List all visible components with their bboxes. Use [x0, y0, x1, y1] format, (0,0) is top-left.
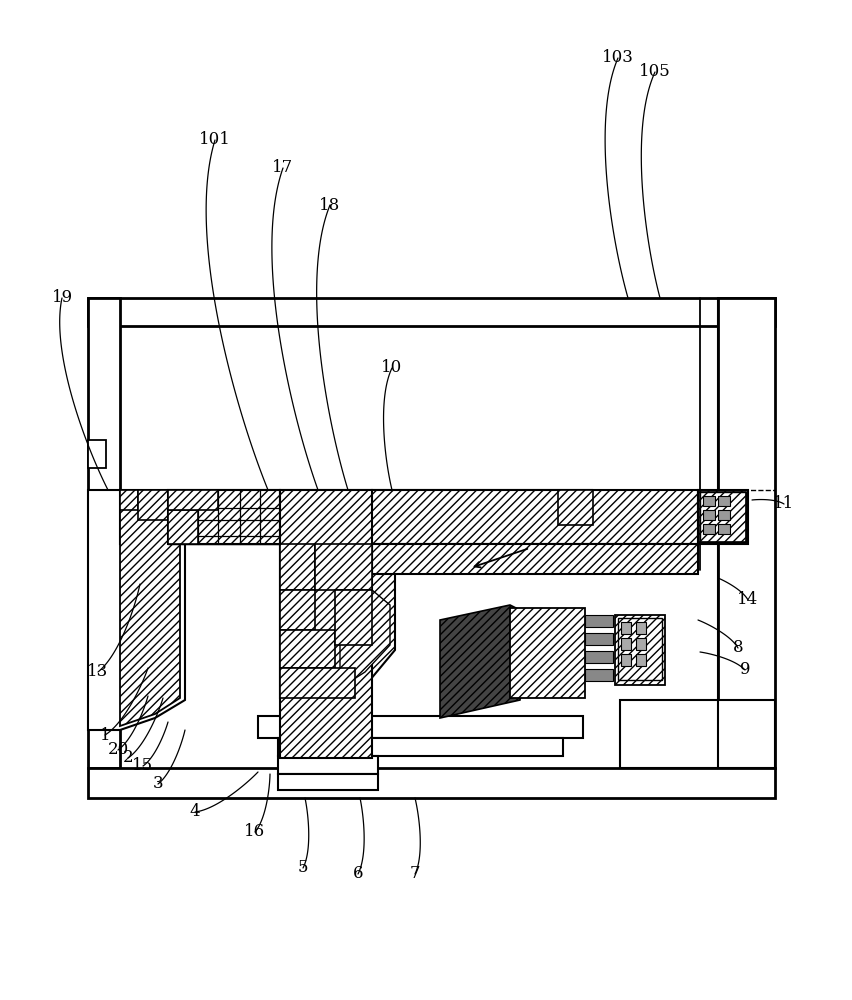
Bar — [620, 700, 775, 768]
Bar — [621, 654, 631, 666]
Bar — [278, 756, 378, 774]
Text: 14: 14 — [737, 591, 758, 608]
Bar — [718, 298, 775, 768]
Polygon shape — [440, 605, 530, 718]
Bar — [280, 490, 372, 758]
Bar — [168, 490, 280, 544]
Bar — [585, 669, 613, 681]
Text: 15: 15 — [132, 758, 153, 774]
Text: 101: 101 — [199, 131, 231, 148]
Bar — [718, 510, 730, 520]
Bar — [280, 630, 335, 668]
Bar — [703, 510, 715, 520]
Text: 5: 5 — [297, 859, 308, 876]
Text: 105: 105 — [639, 64, 671, 81]
Bar — [636, 654, 646, 666]
Bar — [280, 668, 355, 698]
Bar — [335, 590, 372, 645]
Polygon shape — [280, 544, 395, 700]
Text: 10: 10 — [382, 360, 403, 376]
Text: 19: 19 — [51, 290, 72, 306]
Bar — [280, 590, 315, 630]
Bar — [280, 544, 315, 590]
Bar — [703, 524, 715, 534]
Bar — [258, 716, 583, 738]
Text: 17: 17 — [273, 159, 294, 176]
Bar — [718, 524, 730, 534]
Bar — [618, 618, 662, 680]
Bar — [558, 490, 593, 525]
Bar — [88, 298, 120, 768]
Bar — [120, 490, 698, 544]
Polygon shape — [120, 490, 180, 726]
Bar — [621, 638, 631, 650]
Text: 2: 2 — [123, 750, 133, 766]
Bar — [510, 608, 585, 698]
Bar — [621, 622, 631, 634]
Text: 18: 18 — [320, 196, 341, 214]
Bar — [120, 490, 138, 510]
Text: 13: 13 — [88, 664, 108, 680]
Polygon shape — [340, 590, 390, 688]
Text: 103: 103 — [602, 49, 634, 66]
Bar — [585, 633, 613, 645]
Text: 16: 16 — [245, 824, 266, 840]
Bar — [138, 490, 168, 520]
Text: 1: 1 — [100, 726, 110, 744]
Bar — [703, 496, 715, 506]
Bar — [278, 738, 563, 756]
Bar — [698, 490, 748, 544]
Bar — [585, 651, 613, 663]
Bar — [88, 768, 775, 798]
Bar — [88, 298, 775, 326]
Bar — [372, 490, 592, 544]
Polygon shape — [88, 490, 185, 730]
Text: 8: 8 — [733, 640, 743, 656]
Text: 9: 9 — [740, 662, 751, 678]
Bar — [372, 544, 698, 574]
Bar — [585, 615, 613, 627]
Bar — [636, 622, 646, 634]
Text: 6: 6 — [353, 865, 363, 882]
Bar — [718, 496, 730, 506]
Bar — [168, 510, 198, 544]
Bar — [168, 490, 218, 510]
Bar — [278, 774, 378, 790]
Bar — [700, 492, 746, 542]
Bar — [636, 638, 646, 650]
Bar — [315, 544, 372, 590]
Bar — [615, 615, 665, 685]
Bar — [700, 492, 746, 542]
Text: 11: 11 — [774, 495, 795, 512]
Text: 4: 4 — [190, 804, 200, 820]
Text: 20: 20 — [107, 742, 129, 758]
Bar — [88, 440, 106, 468]
Text: 7: 7 — [410, 865, 420, 882]
Text: 3: 3 — [153, 776, 164, 792]
